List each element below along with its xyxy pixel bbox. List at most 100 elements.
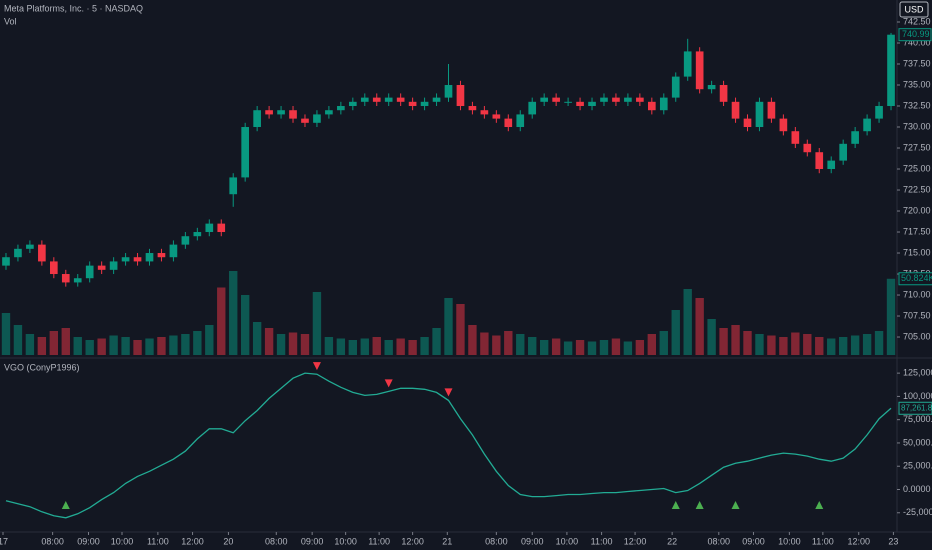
indicator-title: VGO (ConyP1996)	[4, 362, 80, 372]
volume-bar	[444, 298, 453, 355]
sell-signal	[312, 362, 321, 371]
candle-body	[277, 110, 285, 115]
buy-signal	[671, 501, 680, 509]
candle-body	[241, 127, 250, 178]
candle-body	[145, 253, 154, 262]
volume-bar	[157, 337, 166, 355]
candle-body	[576, 101, 584, 107]
volume-bar	[815, 337, 824, 355]
currency-box[interactable]	[899, 1, 929, 18]
volume-bar	[384, 340, 393, 355]
candle-body	[612, 97, 620, 102]
y-tick-label: 75,000.00	[903, 414, 932, 424]
volume-bar	[671, 310, 680, 355]
candle-body	[659, 97, 668, 111]
y-tick-label: 737.50	[903, 58, 931, 68]
volume-bar	[659, 331, 668, 355]
volume-bar	[731, 325, 740, 355]
x-tick-label: 09:00	[301, 536, 324, 546]
candle-body	[169, 244, 178, 258]
volume-bar	[420, 337, 429, 355]
candle-body	[61, 274, 70, 283]
volume-bar	[563, 341, 573, 355]
volume-bar	[25, 334, 35, 355]
candle-body	[301, 118, 309, 123]
volume-bar	[97, 338, 106, 355]
volume-bar	[707, 319, 716, 355]
buy-signal	[815, 501, 824, 509]
candle-body	[480, 110, 489, 115]
y-tick-label: 720.00	[903, 205, 931, 215]
candle-body	[337, 106, 345, 111]
volume-bar	[217, 287, 226, 355]
candle-body	[2, 257, 10, 266]
y-tick-label: 725.00	[903, 163, 931, 173]
candle-body	[492, 114, 501, 119]
candle-body	[253, 110, 261, 128]
volume-bar	[528, 337, 537, 355]
x-tick-label: 08:00	[708, 536, 731, 546]
candle-body	[767, 101, 776, 119]
last-price-box	[898, 28, 932, 42]
volume-bar	[240, 295, 250, 355]
candle-body	[636, 97, 644, 102]
volume-bar	[276, 334, 286, 355]
candle-body	[26, 244, 34, 249]
volume-bar	[37, 337, 47, 355]
currency[interactable]: USD	[904, 4, 924, 14]
candle-body	[420, 101, 429, 107]
x-tick-label: 09:00	[742, 536, 765, 546]
volume-bar	[336, 338, 346, 355]
y-tick-label: 727.50	[903, 142, 931, 152]
x-tick-label: 11:00	[368, 536, 390, 546]
candle-body	[229, 177, 238, 195]
x-tick-label: 11:00	[812, 536, 834, 546]
candle-body	[504, 118, 513, 128]
x-tick-label: 21	[442, 536, 452, 546]
volume-bar	[408, 340, 417, 355]
volume-bar	[61, 328, 70, 355]
candle-body	[803, 143, 812, 153]
y-tick-label: 125,000.00	[903, 368, 932, 378]
volume-title: Vol	[4, 16, 17, 26]
y-tick-label: 710.00	[903, 289, 931, 299]
volume-bar	[312, 292, 322, 355]
volume-bar	[599, 340, 609, 355]
volume-bar	[360, 338, 369, 355]
candle-body	[325, 110, 333, 115]
candle-body	[348, 101, 357, 107]
volume-bar	[85, 340, 94, 355]
volume-bar	[743, 331, 752, 355]
candle-body	[815, 152, 824, 170]
x-tick-label: 10:00	[556, 536, 579, 546]
volume-bar	[121, 337, 130, 355]
buy-signal	[731, 501, 740, 509]
x-tick-label: 23	[888, 536, 898, 546]
volume-bar	[181, 334, 190, 355]
volume-bar	[480, 332, 489, 355]
candle-body	[875, 106, 883, 119]
y-tick-label: 730.00	[903, 121, 931, 131]
candle-body	[205, 223, 214, 233]
candle-body	[313, 114, 321, 123]
volume-bar	[145, 338, 154, 355]
candle-body	[396, 97, 405, 102]
y-tick-label: 722.50	[903, 184, 931, 194]
candle-body	[827, 160, 836, 170]
candle-body	[408, 101, 417, 107]
x-tick-label: 12:00	[181, 536, 204, 546]
y-tick-label: 707.50	[903, 310, 931, 320]
candle-body	[444, 85, 453, 98]
chart-title: Meta Platforms, Inc. · 5 · NASDAQ	[4, 3, 143, 13]
candle-body	[456, 85, 465, 107]
buy-signal	[695, 501, 704, 509]
candle-body	[516, 114, 525, 128]
candle-body	[683, 51, 692, 77]
candle-body	[564, 101, 572, 103]
volume-bar	[862, 334, 872, 355]
x-tick-label: 12:00	[624, 536, 647, 546]
candle-body	[265, 110, 273, 115]
volume-bar	[13, 325, 23, 355]
x-tick-label: 10:00	[111, 536, 134, 546]
